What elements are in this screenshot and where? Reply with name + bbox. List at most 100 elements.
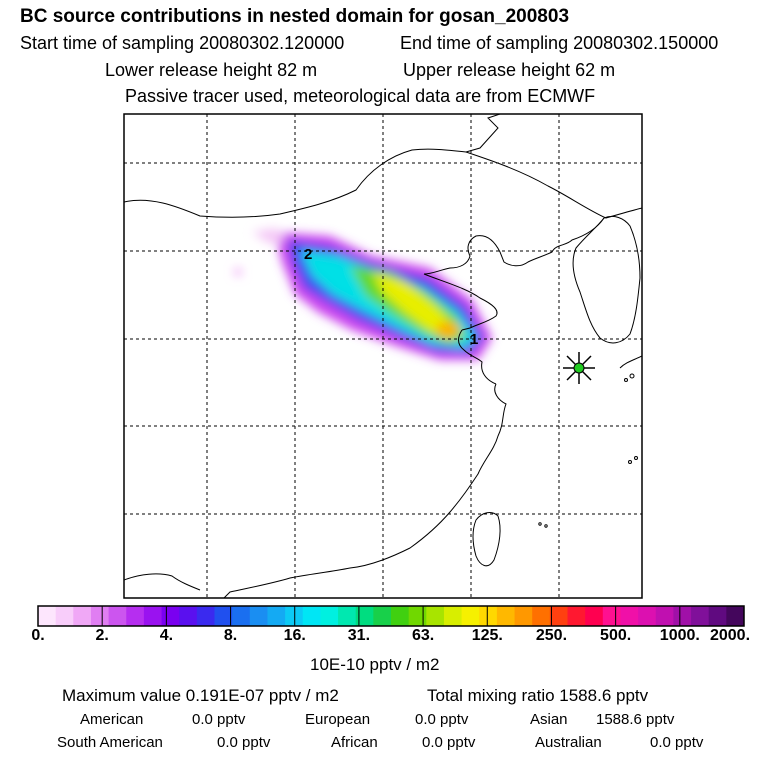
colorbar-cell <box>302 606 321 626</box>
colorbar-tick-label: 2000. <box>709 627 751 644</box>
colorbar-cell <box>249 606 268 626</box>
colorbar-tick-label: 1000. <box>659 627 700 644</box>
start-time-label: Start time of sampling 20080302.120000 <box>20 33 345 53</box>
colorbar-cell <box>655 606 674 626</box>
colorbar-cell <box>214 606 233 626</box>
japan-coast <box>619 355 642 369</box>
korea-coast <box>572 215 641 344</box>
map-label-2: 2 <box>304 246 312 263</box>
colorbar-cell <box>673 606 692 626</box>
receptor-star-icon <box>563 352 595 384</box>
colorbar-tick-label: 0. <box>31 627 45 644</box>
bohai-coast <box>423 217 605 275</box>
map-label-1: 1 <box>470 331 478 348</box>
source-european-label: European <box>305 711 371 728</box>
colorbar-cell <box>320 606 339 626</box>
shandong-coast <box>423 273 498 331</box>
map-frame <box>123 113 643 599</box>
end-time-label: End time of sampling 20080302.150000 <box>400 33 719 53</box>
source-australian-label: Australian <box>535 734 602 751</box>
island-6 <box>544 524 548 528</box>
colorbar-cell <box>55 606 74 626</box>
star-center <box>573 362 585 374</box>
west-border <box>124 573 201 591</box>
taiwan-coast <box>472 512 501 567</box>
colorbar-cell <box>496 606 516 626</box>
source-american-value: 0.0 pptv <box>192 711 246 728</box>
colorbar-tick-label: 125. <box>471 627 503 644</box>
source-asian-label: Asian <box>530 711 568 728</box>
manchuria-border <box>465 151 642 219</box>
colorbar-cell <box>285 606 304 626</box>
source-african-value: 0.0 pptv <box>422 734 476 751</box>
colorbar-cell <box>726 606 745 626</box>
plume-west-tail <box>252 228 286 244</box>
colorbar-unit: 10E-10 pptv / m2 <box>310 655 440 674</box>
source-australian-value: 0.0 pptv <box>650 734 704 751</box>
colorbar-cell <box>532 606 551 626</box>
colorbar-cell <box>38 606 57 626</box>
plume-yellow-core <box>372 272 458 340</box>
island-1 <box>629 373 635 379</box>
plume-speck <box>234 268 242 276</box>
colorbar-tick-label: 8. <box>223 627 238 644</box>
colorbar-cell <box>161 606 180 626</box>
colorbar-cell <box>355 606 374 626</box>
colorbar-tick-label: 500. <box>600 627 632 644</box>
colorbar-cell <box>708 606 727 626</box>
colorbar-cell <box>90 606 110 626</box>
colorbar-tick-label: 31. <box>347 627 371 644</box>
colorbar-cell <box>514 606 533 626</box>
island-3 <box>634 456 638 460</box>
colorbar-cell <box>620 606 639 626</box>
source-african-label: African <box>331 734 378 751</box>
source-american-label: American <box>80 711 144 728</box>
tracer-note: Passive tracer used, meteorological data… <box>125 86 596 106</box>
colorbar-tick-label: 4. <box>159 627 174 644</box>
source-south-american-value: 0.0 pptv <box>217 734 271 751</box>
colorbar-cell <box>338 606 357 626</box>
colorbar-cell <box>408 606 427 626</box>
colorbar-cell <box>179 606 198 626</box>
jiangsu-coast <box>458 329 497 385</box>
colorbar-cell <box>443 606 463 626</box>
colorbar-cell <box>638 606 657 626</box>
colorbar-cell <box>267 606 286 626</box>
colorbar-cell <box>567 606 586 626</box>
colorbar-cells <box>38 606 745 626</box>
lower-release-height: Lower release height 82 m <box>105 60 318 80</box>
colorbar-cell <box>73 606 92 626</box>
upper-release-height: Upper release height 62 m <box>403 60 616 80</box>
colorbar-cell <box>126 606 145 626</box>
colorbar-tick-label: 63. <box>411 627 435 644</box>
colorbar-tick-label: 16. <box>283 627 306 644</box>
coastlines <box>124 114 642 598</box>
island-5 <box>538 522 542 526</box>
island-2 <box>624 378 628 382</box>
colorbar-cell <box>391 606 410 626</box>
colorbar-ticks <box>101 606 681 626</box>
zhejiang-coast <box>223 383 507 598</box>
colorbar-cell <box>196 606 215 626</box>
mongolia-border <box>124 114 501 218</box>
colorbar-cell <box>479 606 498 626</box>
source-south-american-label: South American <box>57 734 163 751</box>
colorbar-tick-label: 250. <box>535 627 568 644</box>
colorbar-cell <box>143 606 163 626</box>
max-value-label: Maximum value 0.191E-07 pptv / m2 <box>62 686 339 705</box>
source-european-value: 0.0 pptv <box>415 711 469 728</box>
colorbar-cell <box>108 606 127 626</box>
colorbar-frame <box>37 605 745 627</box>
lat-lon-grid <box>124 114 642 598</box>
colorbar-cell <box>461 606 480 626</box>
colorbar-cell <box>585 606 604 626</box>
island-4 <box>628 460 632 464</box>
colorbar-cell <box>602 606 621 626</box>
plume-orange-core <box>436 322 460 338</box>
plot-title: BC source contributions in nested domain… <box>20 6 570 27</box>
colorbar-cell <box>373 606 392 626</box>
colorbar-tick-label: 2. <box>95 627 109 644</box>
colorbar-cell <box>426 606 445 626</box>
